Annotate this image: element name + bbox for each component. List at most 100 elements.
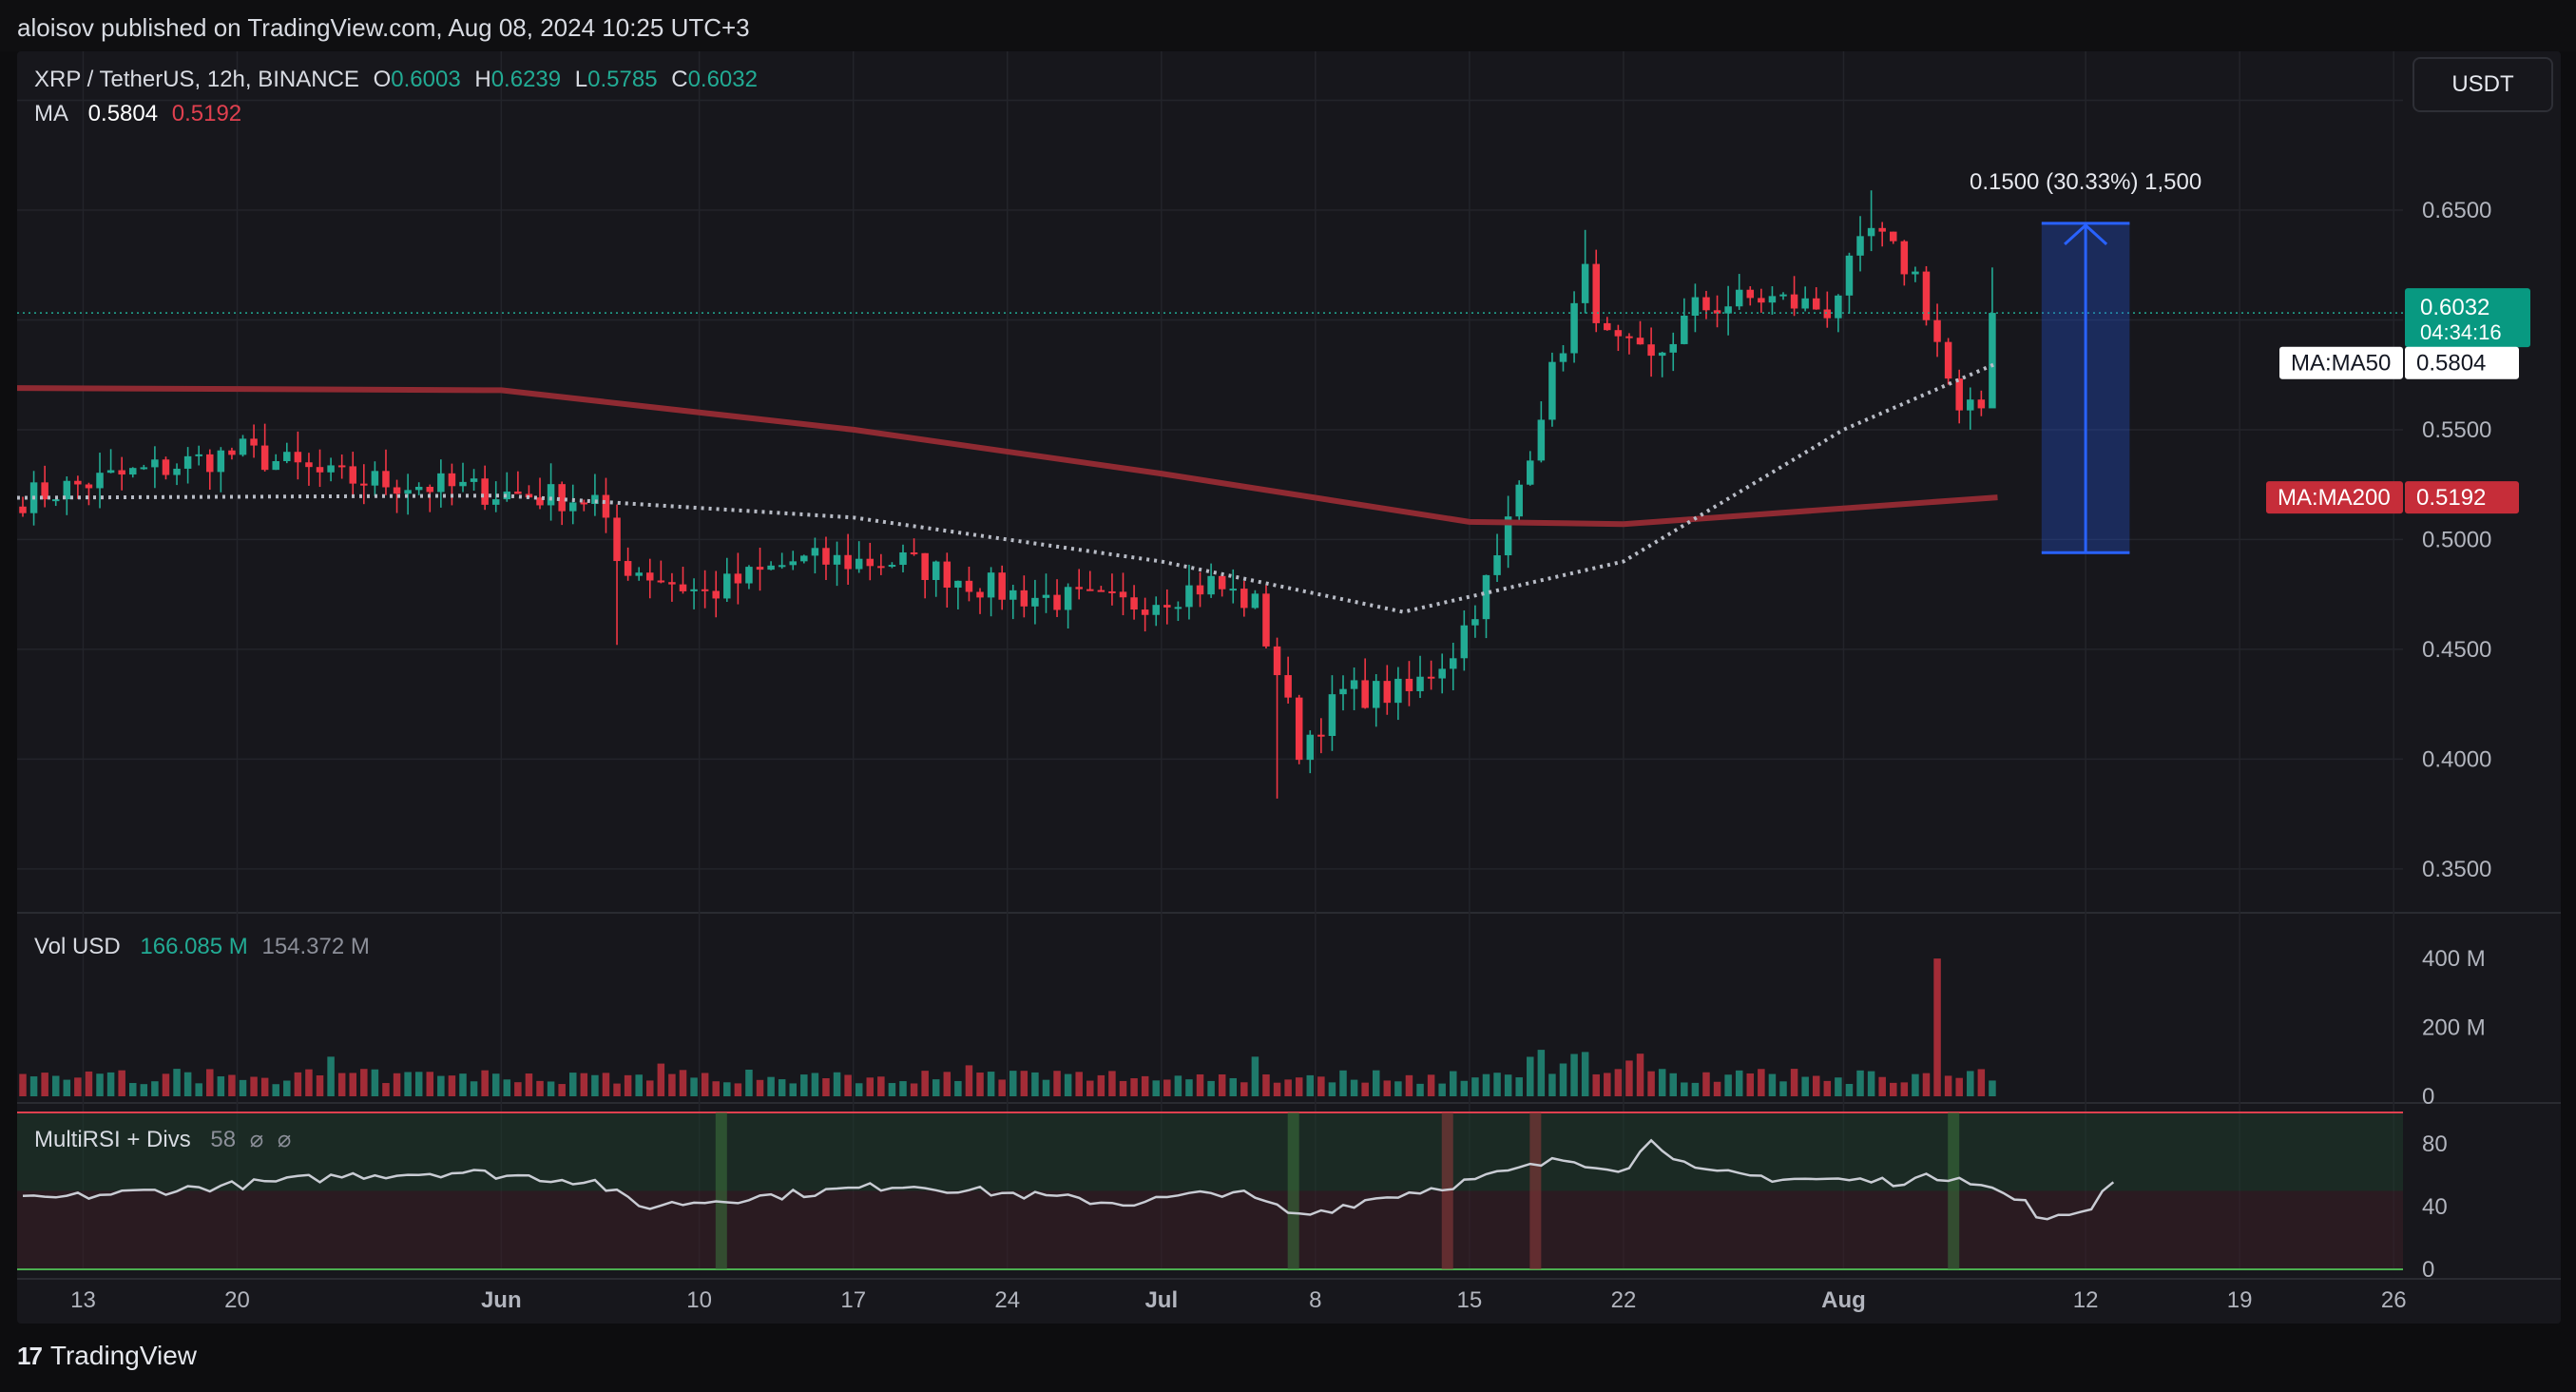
candle-body (613, 517, 621, 562)
volume-bar (1471, 1077, 1479, 1096)
candle-body (1989, 313, 1996, 409)
candles-group (19, 190, 1996, 799)
candle-body (1812, 298, 1820, 310)
volume-bar (525, 1073, 533, 1096)
candle-body (1450, 658, 1457, 669)
candle-body (932, 561, 940, 581)
candle-body (96, 473, 104, 489)
tradingview-brand[interactable]: 17 TradingView (17, 1341, 197, 1371)
volume-tick-label: 400 M (2422, 946, 2486, 972)
candle-body (1141, 609, 1149, 615)
volume-bar (712, 1081, 720, 1096)
rsi-legend[interactable]: MultiRSI + Divs 58 ⌀ ⌀ (34, 1126, 298, 1153)
candle-body (1944, 341, 1952, 379)
volume-bar (1779, 1081, 1787, 1096)
candle-body (239, 438, 247, 455)
candle-body (1890, 231, 1897, 242)
candle-body (1262, 593, 1270, 647)
volume-bar (1361, 1082, 1369, 1096)
candle-body (745, 567, 753, 584)
candle-body (800, 555, 808, 562)
candle-body (1614, 330, 1623, 337)
candle-body (360, 483, 368, 486)
candle-body (536, 497, 544, 506)
candle-body (294, 452, 302, 463)
rsi-bull-zone (17, 1112, 2403, 1191)
candle-body (1273, 646, 1281, 676)
volume-bar (1427, 1074, 1435, 1096)
candle-body (1229, 589, 1237, 591)
volume-bar (1658, 1069, 1666, 1096)
rsi-divergence-highlight (1287, 1112, 1299, 1269)
volume-bar (1570, 1054, 1578, 1096)
volume-bar (646, 1080, 654, 1096)
volume-bar (1812, 1075, 1820, 1096)
volume-legend[interactable]: Vol USD 166.085 M 154.372 M (34, 934, 377, 960)
candle-body (1658, 352, 1666, 357)
volume-bar (1823, 1080, 1832, 1096)
candle-body (976, 591, 984, 598)
rsi-value: 58 (210, 1127, 237, 1152)
volume-bar (1681, 1082, 1688, 1096)
volume-bar (965, 1065, 973, 1096)
time-tick-label: Aug (1821, 1287, 1866, 1313)
candle-body (1438, 668, 1446, 679)
candle-body (712, 590, 720, 599)
volume-bar (481, 1070, 489, 1096)
candle-body (1746, 289, 1755, 299)
volume-bar (822, 1077, 830, 1096)
candle-body (1691, 297, 1700, 317)
volume-bar (96, 1073, 104, 1096)
volume-bar (723, 1082, 731, 1096)
volume-label: Vol USD (34, 934, 121, 959)
candle-body (1878, 227, 1886, 232)
volume-bar (877, 1076, 885, 1096)
volume-bar (41, 1073, 48, 1096)
candle-body (1548, 361, 1556, 420)
volume-bar (1438, 1083, 1446, 1096)
volume-bar (162, 1073, 170, 1096)
volume-bar (129, 1083, 137, 1096)
currency-button[interactable]: USDT (2413, 57, 2553, 112)
candle-body (1350, 680, 1358, 689)
candle-body (1361, 680, 1369, 708)
volume-bar (1647, 1071, 1655, 1096)
rsi-divergence-highlight (1529, 1112, 1542, 1269)
rsi-divergence-highlight (1948, 1112, 1960, 1269)
candle-body (217, 450, 225, 473)
volume-bar (591, 1074, 599, 1096)
volume-bar (1581, 1052, 1589, 1096)
volume-bar (1273, 1082, 1281, 1096)
volume-bar (1450, 1071, 1457, 1096)
candle-body (51, 499, 60, 502)
volume-bar (414, 1072, 423, 1096)
candle-body (635, 572, 643, 576)
volume-bar (491, 1073, 500, 1096)
candle-body (371, 471, 379, 486)
candle-body (1604, 322, 1611, 331)
volume-bar (1878, 1076, 1886, 1096)
volume-bar (1163, 1079, 1171, 1096)
volume-bar (85, 1071, 93, 1096)
volume-bar (1295, 1077, 1303, 1096)
price-tick-label: 0.5500 (2422, 417, 2491, 443)
candle-body (1592, 263, 1600, 323)
volume-bar (1196, 1073, 1204, 1096)
symbol-name[interactable]: XRP / TetherUS, 12h, BINANCE (34, 67, 359, 92)
candle-body (778, 565, 786, 568)
volume-bar (558, 1084, 566, 1096)
candle-body (316, 467, 324, 473)
volume-bar (1075, 1072, 1083, 1096)
candle-body (1460, 625, 1469, 659)
candle-body (1713, 310, 1721, 314)
ma-legend[interactable]: MA 0.5804 0.5192 (34, 101, 249, 127)
candle-body (1416, 676, 1424, 691)
time-tick-label: Jun (481, 1287, 522, 1313)
candle-body (1174, 607, 1182, 609)
volume-bar (987, 1072, 995, 1096)
volume-bar (1031, 1072, 1039, 1096)
candle-body (1108, 590, 1116, 593)
candle-body (1031, 597, 1039, 607)
volume-bar (51, 1075, 60, 1096)
